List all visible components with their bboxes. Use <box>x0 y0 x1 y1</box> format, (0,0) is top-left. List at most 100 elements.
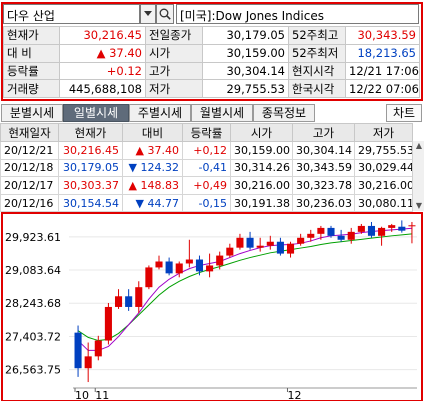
quote-value: 30,179.05 <box>202 26 289 45</box>
dropdown-button[interactable] <box>140 4 156 24</box>
candle-body <box>246 237 254 248</box>
column-header: 대비 <box>122 123 183 142</box>
candle-body <box>195 259 204 272</box>
quote-label: 대 비 <box>3 43 60 63</box>
column-header: 현재가 <box>58 123 123 142</box>
quote-value: 30,304.14 <box>202 61 289 81</box>
moving-average-long <box>77 233 412 342</box>
cell-low: 29,755.53 <box>354 141 413 160</box>
cell-open: 30,314.26 <box>230 158 293 178</box>
x-tick-label: 12 <box>287 389 301 400</box>
cell-date: 20/12/17 <box>0 176 59 195</box>
quote-row: 대 비 ▲ 37.40 시가 30,159.00 52주최저 18,213.65 <box>3 43 420 63</box>
quote-label: 52주최저 <box>288 43 346 63</box>
candle-body <box>378 227 386 236</box>
y-tick-label: 26,563.75 <box>5 364 61 377</box>
x-tick-label: 10 <box>75 389 89 400</box>
cell-change: ▼ 44.77 <box>122 193 183 213</box>
tab-daily[interactable]: 일별시세 <box>63 104 129 122</box>
vertical-scrollbar[interactable]: ▲ ▼ <box>412 141 424 211</box>
cell-change: ▲ 37.40 <box>122 141 183 160</box>
candle-body <box>286 243 295 254</box>
y-tick-label: 27,403.72 <box>5 330 61 343</box>
quote-row: 현재가 30,216.45 전일종가 30,179.05 52주최고 30,343.59 <box>3 26 420 45</box>
cell-low: 30,216.00 <box>354 176 413 195</box>
chart-button[interactable]: 차트 <box>386 104 422 122</box>
quote-label: 전일종가 <box>145 26 203 45</box>
quote-label: 52주최고 <box>288 26 346 45</box>
quote-value: 12/21 17:06 <box>345 61 420 81</box>
cell-low: 30,029.44 <box>354 158 413 178</box>
candle-body <box>367 225 376 236</box>
tab-stock-info[interactable]: 종목정보 <box>253 104 315 122</box>
cell-pct: -0,15 <box>182 193 231 213</box>
y-tick-label: 28,243.68 <box>5 297 61 310</box>
candle-body <box>145 267 153 288</box>
quote-value: 18,213.65 <box>345 43 420 63</box>
cell-close: 30,303.37 <box>58 176 123 195</box>
candle-body <box>347 231 355 240</box>
cell-pct: -0,41 <box>182 158 231 178</box>
candle-body <box>185 259 193 264</box>
tab-weekly[interactable]: 주별시세 <box>129 104 191 122</box>
table-row[interactable]: 20/12/17 30,303.37 ▲ 148.83 +0,49 30,216.00 3… <box>0 176 413 195</box>
cell-pct: +0,49 <box>182 176 231 195</box>
scroll-up-icon[interactable]: ▲ <box>415 141 423 150</box>
candle-body <box>236 237 244 248</box>
candle-body <box>104 306 112 341</box>
moving-average-short <box>77 227 412 351</box>
stock-name-field[interactable]: 다우 산업 <box>3 4 140 24</box>
cell-date: 20/12/16 <box>0 193 59 213</box>
quote-label: 한국시각 <box>288 79 346 99</box>
candlestick-chart[interactable]: 29,923.61 29,083.64 28,243.68 27,403.72 26,5… <box>3 214 421 400</box>
y-tick-label: 29,083.64 <box>5 264 61 277</box>
index-name-field: [미국]:Dow Jones Indices <box>176 4 419 24</box>
cell-pct: +0,12 <box>182 141 231 160</box>
search-button[interactable] <box>156 4 174 24</box>
quote-value: 30,216.45 <box>59 26 146 45</box>
candle-body <box>94 340 102 357</box>
cell-low: 30,080.11 <box>354 193 413 213</box>
cell-change: ▼ 124.32 <box>122 158 183 178</box>
cell-open: 30,159.00 <box>230 141 293 160</box>
tab-monthly[interactable]: 월별시세 <box>191 104 253 122</box>
column-header: 시가 <box>230 123 293 142</box>
cell-change: ▲ 148.83 <box>122 176 183 195</box>
cell-close: 30,179.05 <box>58 158 123 178</box>
quote-label: 저가 <box>145 79 203 99</box>
candle-body <box>175 263 183 274</box>
quote-value: 445,688,108 <box>59 79 146 99</box>
candle-body <box>357 225 365 232</box>
quote-label: 등락률 <box>3 61 60 81</box>
candle-body <box>125 296 133 307</box>
scroll-down-icon[interactable]: ▼ <box>415 201 423 210</box>
column-header: 등락률 <box>182 123 231 142</box>
daily-price-table: 현재일자 현재가 대비 등락률 시가 고가 저가 20/12/21 30,216.… <box>0 123 413 213</box>
table-row[interactable]: 20/12/21 30,216.45 ▲ 37.40 +0,12 30,159.00 30… <box>0 141 413 160</box>
cell-close: 30,216.45 <box>58 141 123 160</box>
candle-body <box>408 225 416 227</box>
candle-body <box>266 241 274 246</box>
cell-date: 20/12/18 <box>0 158 59 178</box>
column-header: 현재일자 <box>0 123 59 142</box>
tab-minute[interactable]: 분별시세 <box>1 104 63 122</box>
table-row[interactable]: 20/12/16 30,154.54 ▼ 44.77 -0,15 30,191.38 30… <box>0 193 413 213</box>
candle-body <box>388 225 396 228</box>
candle-body <box>317 227 325 234</box>
cell-high: 30,323.78 <box>292 176 355 195</box>
candle-body <box>276 241 284 254</box>
candle-body <box>226 247 234 256</box>
quote-value: +0.12 <box>59 61 146 81</box>
quote-value: 30,343.59 <box>345 26 420 45</box>
cell-open: 30,216.00 <box>230 176 293 195</box>
table-row[interactable]: 20/12/18 30,179.05 ▼ 124.32 -0,41 30,314.26 3… <box>0 158 413 178</box>
quote-row: 등락률 +0.12 고가 30,304.14 현지시각 12/21 17:06 <box>3 61 420 81</box>
candle-body <box>84 356 92 369</box>
candle-body <box>74 332 82 369</box>
quote-label: 현재가 <box>3 26 60 45</box>
search-row: 다우 산업 [미국]:Dow Jones Indices <box>3 4 421 24</box>
quote-label: 현지시각 <box>288 61 346 81</box>
candle-body <box>216 255 224 266</box>
quote-label: 거래량 <box>3 79 60 99</box>
candle-body <box>155 261 163 268</box>
